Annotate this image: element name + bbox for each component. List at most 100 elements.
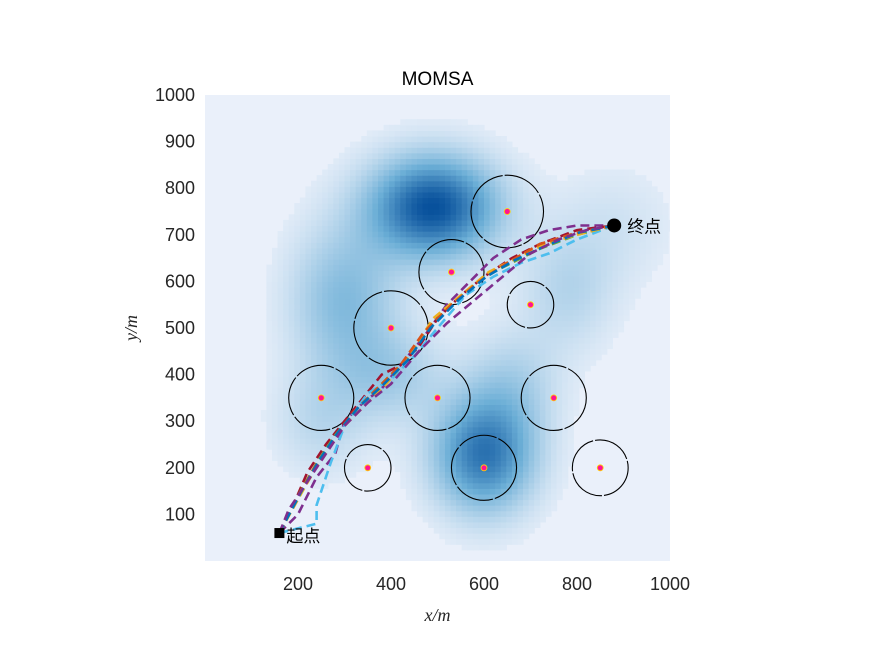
heatmap-cell	[590, 214, 597, 221]
heatmap-cell	[578, 342, 586, 350]
heatmap-cell	[322, 253, 329, 260]
heatmap-cell	[456, 382, 463, 389]
heatmap-cell	[288, 253, 295, 260]
heatmap-cell	[467, 208, 474, 215]
heatmap-cell	[562, 298, 569, 305]
heatmap-cell	[333, 454, 340, 461]
heatmap-cell	[389, 359, 396, 366]
heatmap-cell	[506, 370, 513, 378]
heatmap-cell	[283, 303, 290, 310]
heatmap-cell	[584, 169, 591, 176]
heatmap-cell	[601, 331, 608, 338]
heatmap-cell	[344, 354, 351, 361]
heatmap-cell	[534, 203, 541, 210]
heatmap-cell	[472, 124, 480, 132]
heatmap-cell	[489, 247, 496, 255]
heatmap-cell	[400, 158, 407, 165]
heatmap-cell	[338, 314, 346, 322]
heatmap-cell	[322, 460, 329, 467]
heatmap-cell	[389, 303, 396, 310]
heatmap-cell	[450, 337, 457, 344]
heatmap-cell	[506, 465, 513, 473]
heatmap-cell	[534, 342, 541, 350]
heatmap-cell	[472, 147, 480, 154]
heatmap-cell	[439, 191, 446, 199]
heatmap-cell	[361, 236, 368, 243]
heatmap-cell	[556, 286, 563, 294]
heatmap-cell	[327, 354, 334, 361]
heatmap-cell	[333, 259, 340, 266]
heatmap-cell	[550, 348, 558, 355]
heatmap-cell	[394, 387, 401, 394]
heatmap-cell	[517, 169, 524, 176]
heatmap-cell	[472, 136, 480, 143]
heatmap-cell	[556, 454, 563, 461]
heatmap-cell	[484, 443, 491, 450]
heatmap-cell	[450, 275, 457, 282]
heatmap-cell	[422, 163, 429, 171]
heatmap-cell	[511, 309, 519, 316]
heatmap-cell	[417, 387, 424, 394]
heatmap-cell	[556, 437, 563, 445]
heatmap-cell	[489, 342, 496, 350]
heatmap-cell	[500, 342, 507, 350]
heatmap-cell	[439, 449, 446, 456]
heatmap-cell	[366, 130, 373, 137]
heatmap-cell	[439, 197, 446, 204]
heatmap-cell	[500, 449, 507, 456]
heatmap-cell	[411, 158, 418, 165]
heatmap-cell	[327, 415, 334, 422]
heatmap-cell	[495, 426, 502, 433]
heatmap-cell	[400, 203, 407, 210]
heatmap-cell	[450, 527, 457, 534]
heatmap-cell	[467, 354, 474, 361]
heatmap-cell	[305, 225, 312, 232]
heatmap-cell	[338, 275, 346, 282]
heatmap-cell	[428, 342, 435, 350]
heatmap-cell	[344, 298, 351, 305]
heatmap-cell	[506, 214, 513, 221]
heatmap-cell	[517, 331, 524, 338]
heatmap-cell	[511, 337, 519, 344]
heatmap-cell	[344, 410, 351, 417]
heatmap-cell	[595, 219, 602, 227]
heatmap-cell	[422, 236, 429, 243]
heatmap-cell	[640, 197, 647, 204]
heatmap-cell	[366, 460, 373, 467]
heatmap-cell	[584, 180, 591, 187]
heatmap-cell	[472, 231, 480, 238]
heatmap-cell	[405, 152, 413, 159]
heatmap-cell	[400, 169, 407, 176]
heatmap-cell	[400, 286, 407, 294]
heatmap-cell	[629, 208, 636, 215]
heatmap-cell	[584, 298, 591, 305]
heatmap-cell	[344, 219, 351, 227]
heatmap-cell	[578, 326, 586, 333]
heatmap-cell	[411, 191, 418, 199]
heatmap-cell	[433, 376, 440, 383]
y-tick-label: 300	[165, 411, 195, 431]
heatmap-cell	[478, 482, 485, 489]
heatmap-cell	[400, 454, 407, 461]
heatmap-cell	[456, 169, 463, 176]
heatmap-cell	[506, 410, 513, 417]
heatmap-cell	[366, 180, 373, 187]
heatmap-cell	[556, 354, 563, 361]
heatmap-cell	[534, 169, 541, 176]
heatmap-cell	[283, 449, 290, 456]
heatmap-cell	[322, 298, 329, 305]
heatmap-cell	[350, 197, 357, 204]
heatmap-cell	[322, 270, 329, 277]
heatmap-cell	[623, 191, 630, 199]
heatmap-cell	[640, 175, 647, 182]
heatmap-cell	[383, 426, 390, 433]
heatmap-cell	[467, 326, 474, 333]
heatmap-cell	[417, 393, 424, 400]
heatmap-cell	[299, 236, 307, 243]
heatmap-cell	[433, 516, 440, 523]
heatmap-cell	[484, 275, 491, 282]
heatmap-cell	[556, 281, 563, 288]
heatmap-cell	[523, 404, 530, 411]
heatmap-cell	[545, 219, 552, 227]
heatmap-cell	[411, 382, 418, 389]
